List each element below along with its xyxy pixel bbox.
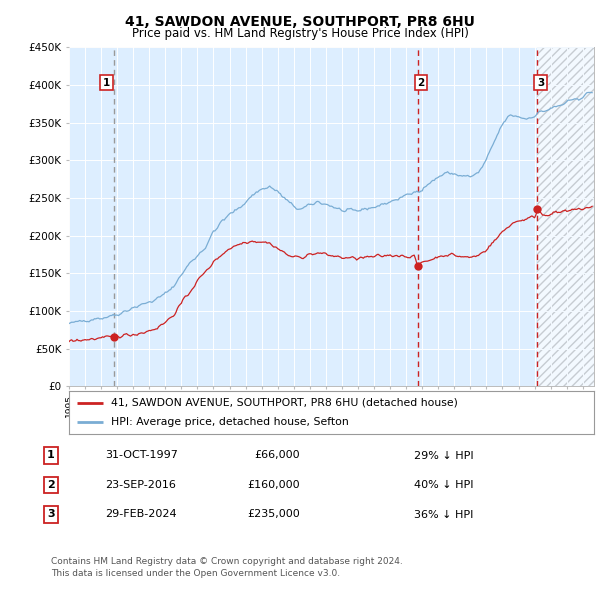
Text: £66,000: £66,000	[254, 451, 300, 460]
Text: £235,000: £235,000	[247, 510, 300, 519]
Text: 29-FEB-2024: 29-FEB-2024	[105, 510, 176, 519]
Text: 29% ↓ HPI: 29% ↓ HPI	[414, 451, 473, 460]
Text: 41, SAWDON AVENUE, SOUTHPORT, PR8 6HU (detached house): 41, SAWDON AVENUE, SOUTHPORT, PR8 6HU (d…	[111, 398, 458, 408]
Text: HPI: Average price, detached house, Sefton: HPI: Average price, detached house, Seft…	[111, 417, 349, 427]
Text: Contains HM Land Registry data © Crown copyright and database right 2024.
This d: Contains HM Land Registry data © Crown c…	[51, 557, 403, 578]
Text: 2: 2	[418, 78, 425, 88]
Text: £160,000: £160,000	[247, 480, 300, 490]
Bar	[537, 47, 594, 386]
Bar	[537, 47, 594, 386]
Text: 31-OCT-1997: 31-OCT-1997	[105, 451, 178, 460]
Text: Price paid vs. HM Land Registry's House Price Index (HPI): Price paid vs. HM Land Registry's House …	[131, 27, 469, 40]
Text: 1: 1	[103, 78, 110, 88]
Text: 2: 2	[47, 480, 55, 490]
Text: 3: 3	[47, 510, 55, 519]
Text: 23-SEP-2016: 23-SEP-2016	[105, 480, 176, 490]
Text: 1: 1	[47, 451, 55, 460]
Text: 40% ↓ HPI: 40% ↓ HPI	[414, 480, 473, 490]
Text: 36% ↓ HPI: 36% ↓ HPI	[414, 510, 473, 519]
Text: 41, SAWDON AVENUE, SOUTHPORT, PR8 6HU: 41, SAWDON AVENUE, SOUTHPORT, PR8 6HU	[125, 15, 475, 30]
Text: 3: 3	[537, 78, 544, 88]
